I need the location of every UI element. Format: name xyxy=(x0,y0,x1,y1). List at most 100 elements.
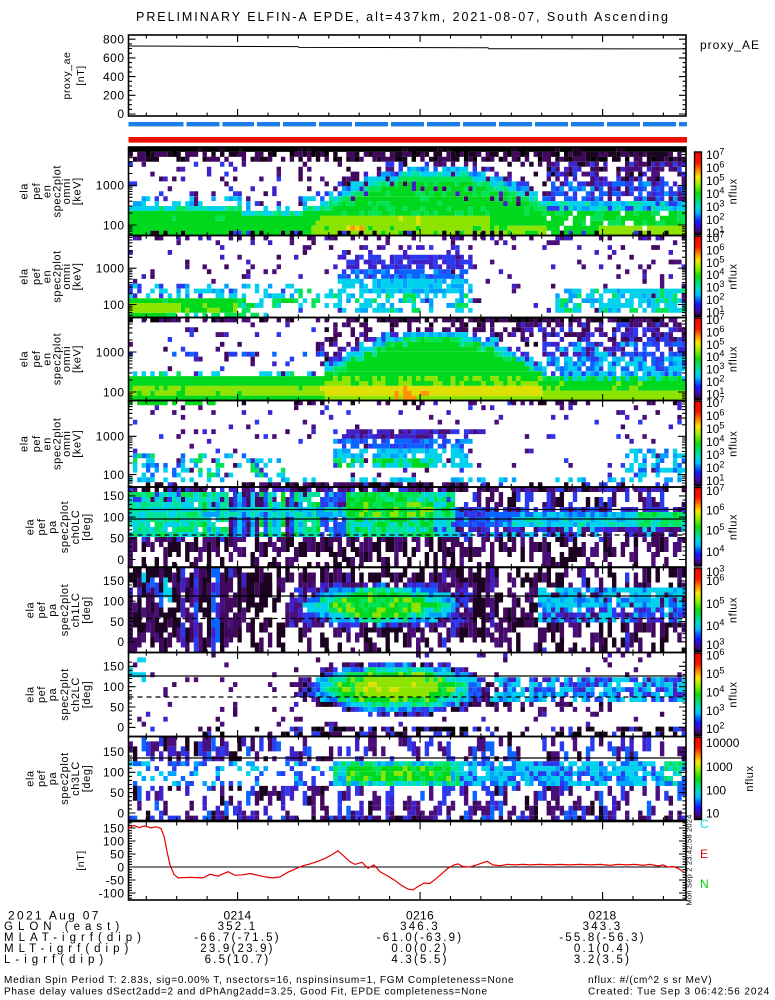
svg-text:50: 50 xyxy=(110,847,124,861)
svg-text:spec2plot: spec2plot xyxy=(52,418,64,471)
svg-text:MLAT-igrf(dip): MLAT-igrf(dip) xyxy=(4,932,146,944)
svg-text:0: 0 xyxy=(117,553,124,567)
svg-text:6.5(10.7): 6.5(10.7) xyxy=(205,954,271,966)
svg-text:GLON (east): GLON (east) xyxy=(4,921,124,933)
svg-text:nflux: nflux xyxy=(744,765,756,791)
svg-text:pa: pa xyxy=(47,520,59,534)
svg-text:pef: pef xyxy=(36,601,48,618)
svg-text:omni: omni xyxy=(61,263,73,289)
svg-text:50: 50 xyxy=(110,615,124,629)
svg-text:pef: pef xyxy=(36,770,48,787)
svg-text:100: 100 xyxy=(103,595,125,609)
svg-text:-66.7(-71.5): -66.7(-71.5) xyxy=(194,932,280,944)
svg-text:ela: ela xyxy=(19,183,31,200)
svg-text:346.3: 346.3 xyxy=(400,921,440,933)
svg-text:100: 100 xyxy=(103,680,125,694)
svg-text:0216: 0216 xyxy=(406,909,434,923)
svg-text:2021 Aug 07: 2021 Aug 07 xyxy=(8,909,101,923)
svg-text:[deg]: [deg] xyxy=(81,765,93,792)
svg-text:L-igrf(dip): L-igrf(dip) xyxy=(4,954,108,966)
svg-text:omni: omni xyxy=(61,178,73,204)
svg-text:en: en xyxy=(42,270,54,283)
svg-text:1000: 1000 xyxy=(96,179,125,193)
svg-text:10: 10 xyxy=(706,807,720,821)
svg-text:pa: pa xyxy=(47,688,59,702)
svg-text:Median Spin Period T: 2.83s, s: Median Spin Period T: 2.83s, sig=0.00% T… xyxy=(4,975,514,986)
svg-text:pa: pa xyxy=(47,603,59,617)
svg-text:ch3LC: ch3LC xyxy=(70,761,82,796)
svg-text:150: 150 xyxy=(103,821,125,835)
svg-text:en: en xyxy=(42,185,54,198)
svg-text:spec2plot: spec2plot xyxy=(59,752,71,805)
svg-text:50: 50 xyxy=(110,786,124,800)
svg-text:pef: pef xyxy=(31,268,43,285)
svg-text:0218: 0218 xyxy=(589,909,617,923)
svg-text:omni: omni xyxy=(61,431,73,457)
svg-text:0: 0 xyxy=(117,107,124,121)
svg-text:MLT-igrf(dip): MLT-igrf(dip) xyxy=(4,943,133,955)
svg-text:150: 150 xyxy=(103,574,125,588)
svg-text:spec2plot: spec2plot xyxy=(52,165,64,218)
svg-text:100: 100 xyxy=(103,468,125,482)
svg-text:[nT]: [nT] xyxy=(75,850,87,871)
svg-text:[keV]: [keV] xyxy=(72,262,84,290)
svg-text:-100: -100 xyxy=(98,886,124,900)
svg-text:400: 400 xyxy=(103,70,125,84)
svg-text:C: C xyxy=(700,817,709,831)
svg-text:100: 100 xyxy=(103,298,125,312)
svg-text:200: 200 xyxy=(103,89,125,103)
svg-text:ch1LC: ch1LC xyxy=(70,593,82,628)
svg-text:Mon Sep 2 23:42:58 2024: Mon Sep 2 23:42:58 2024 xyxy=(685,815,694,906)
svg-text:nflux: nflux xyxy=(728,681,740,707)
svg-text:0214: 0214 xyxy=(224,909,252,923)
svg-text:ela: ela xyxy=(25,686,37,703)
svg-text:spec2plot: spec2plot xyxy=(59,668,71,721)
svg-text:100: 100 xyxy=(103,766,125,780)
svg-text:ela: ela xyxy=(25,518,37,535)
svg-text:ela: ela xyxy=(19,350,31,367)
svg-text:en: en xyxy=(42,437,54,450)
svg-text:0: 0 xyxy=(117,635,124,649)
svg-text:pef: pef xyxy=(31,182,43,199)
svg-text:343.3: 343.3 xyxy=(583,921,623,933)
svg-text:[deg]: [deg] xyxy=(81,596,93,623)
svg-text:pef: pef xyxy=(36,518,48,535)
svg-text:[keV]: [keV] xyxy=(72,345,84,373)
svg-text:[keV]: [keV] xyxy=(72,430,84,458)
svg-text:pa: pa xyxy=(47,772,59,786)
svg-text:1000: 1000 xyxy=(96,345,125,359)
svg-text:100: 100 xyxy=(706,784,726,798)
svg-text:150: 150 xyxy=(103,489,125,503)
svg-text:0.0(0.2): 0.0(0.2) xyxy=(391,943,448,955)
svg-text:0: 0 xyxy=(117,860,124,874)
svg-text:spec2plot: spec2plot xyxy=(59,584,71,637)
svg-text:50: 50 xyxy=(110,532,124,546)
svg-text:0: 0 xyxy=(117,721,124,735)
svg-text:pef: pef xyxy=(36,686,48,703)
svg-text:ela: ela xyxy=(25,770,37,787)
svg-text:nflux: #/(cm^2 s sr MeV): nflux: #/(cm^2 s sr MeV) xyxy=(588,975,712,986)
svg-text:nflux: nflux xyxy=(728,597,740,623)
svg-text:ch2LC: ch2LC xyxy=(70,677,82,712)
svg-text:800: 800 xyxy=(103,33,125,47)
svg-text:150: 150 xyxy=(103,660,125,674)
svg-text:N: N xyxy=(700,877,709,891)
svg-text:en: en xyxy=(42,352,54,365)
svg-text:ela: ela xyxy=(19,435,31,452)
svg-text:nflux: nflux xyxy=(728,431,740,457)
svg-text:proxy_AE: proxy_AE xyxy=(700,38,760,52)
svg-text:ch0LC: ch0LC xyxy=(70,510,82,545)
svg-text:nflux: nflux xyxy=(728,263,740,289)
svg-text:[deg]: [deg] xyxy=(81,513,93,540)
svg-text:nflux: nflux xyxy=(728,346,740,372)
svg-text:100: 100 xyxy=(103,385,125,399)
svg-text:100: 100 xyxy=(103,510,125,524)
svg-text:0: 0 xyxy=(117,806,124,820)
svg-text:[deg]: [deg] xyxy=(81,681,93,708)
svg-text:100: 100 xyxy=(103,218,125,232)
svg-text:spec2plot: spec2plot xyxy=(52,333,64,386)
svg-text:Phase delay values dSect2add=2: Phase delay values dSect2add=2 and dPhAn… xyxy=(4,987,488,998)
svg-text:spec2plot: spec2plot xyxy=(52,250,64,303)
svg-text:1000: 1000 xyxy=(706,760,733,774)
svg-text:1000: 1000 xyxy=(96,430,125,444)
